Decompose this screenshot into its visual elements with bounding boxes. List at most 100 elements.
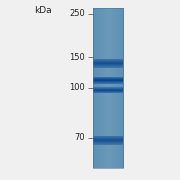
Bar	[112, 8, 114, 168]
Bar	[120, 8, 122, 168]
Bar	[93, 65, 123, 66]
Bar	[96, 8, 97, 168]
Bar	[93, 58, 123, 59]
Bar	[93, 77, 123, 78]
Bar	[93, 138, 123, 139]
Bar	[117, 8, 118, 168]
Bar	[114, 8, 116, 168]
Bar	[113, 8, 114, 168]
Bar	[104, 8, 105, 168]
Bar	[95, 8, 96, 168]
Bar	[93, 65, 123, 66]
Bar	[120, 8, 121, 168]
Bar	[93, 141, 123, 142]
Bar	[93, 82, 123, 83]
Bar	[102, 8, 103, 168]
Text: 250: 250	[69, 10, 85, 19]
Bar	[93, 66, 123, 67]
Bar	[93, 139, 123, 140]
Bar	[103, 8, 105, 168]
Bar	[93, 60, 123, 61]
Bar	[93, 60, 123, 61]
Bar	[105, 8, 106, 168]
Bar	[93, 92, 123, 93]
Bar	[109, 8, 110, 168]
Bar	[93, 80, 123, 81]
Bar	[93, 64, 123, 65]
Bar	[93, 64, 123, 65]
Bar	[118, 8, 119, 168]
Bar	[93, 140, 123, 141]
Bar	[93, 82, 123, 83]
Bar	[97, 8, 98, 168]
Bar	[93, 140, 123, 141]
Bar	[100, 8, 102, 168]
Bar	[93, 83, 123, 84]
Bar	[103, 8, 104, 168]
Bar	[93, 63, 123, 64]
Bar	[115, 8, 116, 168]
Bar	[93, 88, 123, 89]
Bar	[93, 141, 123, 142]
Bar	[93, 8, 94, 168]
Bar	[93, 8, 123, 168]
Bar	[107, 8, 108, 168]
Bar	[110, 8, 111, 168]
Bar	[93, 90, 123, 91]
Bar	[96, 8, 98, 168]
Bar	[93, 83, 123, 84]
Bar	[116, 8, 117, 168]
Bar	[93, 59, 123, 60]
Bar	[93, 77, 123, 78]
Bar	[93, 92, 123, 93]
Bar	[93, 137, 123, 138]
Bar	[93, 91, 123, 92]
Bar	[98, 8, 99, 168]
Bar	[93, 62, 123, 63]
Bar	[93, 81, 123, 82]
Bar	[102, 8, 103, 168]
Bar	[93, 136, 123, 137]
Bar	[93, 78, 123, 79]
Bar	[93, 61, 123, 62]
Bar	[94, 8, 96, 168]
Bar	[93, 142, 123, 143]
Bar	[99, 8, 100, 168]
Bar	[93, 79, 123, 80]
Bar	[100, 8, 101, 168]
Bar	[111, 8, 112, 168]
Bar	[93, 142, 123, 143]
Bar	[93, 87, 123, 88]
Bar	[93, 79, 123, 80]
Bar	[93, 89, 123, 90]
Bar	[93, 8, 94, 168]
Bar	[111, 8, 112, 168]
Bar	[93, 143, 123, 144]
Bar	[93, 137, 123, 138]
Bar	[93, 59, 123, 60]
Bar	[94, 8, 95, 168]
Bar	[119, 8, 120, 168]
Bar	[105, 8, 107, 168]
Bar	[93, 88, 123, 89]
Bar	[106, 8, 107, 168]
Bar	[122, 8, 123, 168]
Bar	[93, 91, 123, 92]
Bar	[93, 136, 123, 137]
Text: 70: 70	[74, 134, 85, 143]
Bar	[93, 80, 123, 81]
Bar	[112, 8, 113, 168]
Bar	[107, 8, 109, 168]
Bar	[93, 89, 123, 90]
Bar	[101, 8, 102, 168]
Bar	[108, 8, 109, 168]
Bar	[93, 76, 123, 77]
Bar	[93, 144, 123, 145]
Bar	[121, 8, 122, 168]
Bar	[93, 62, 123, 63]
Text: 100: 100	[69, 84, 85, 93]
Bar	[93, 90, 123, 91]
Bar	[118, 8, 120, 168]
Bar	[109, 8, 111, 168]
Bar	[93, 61, 123, 62]
